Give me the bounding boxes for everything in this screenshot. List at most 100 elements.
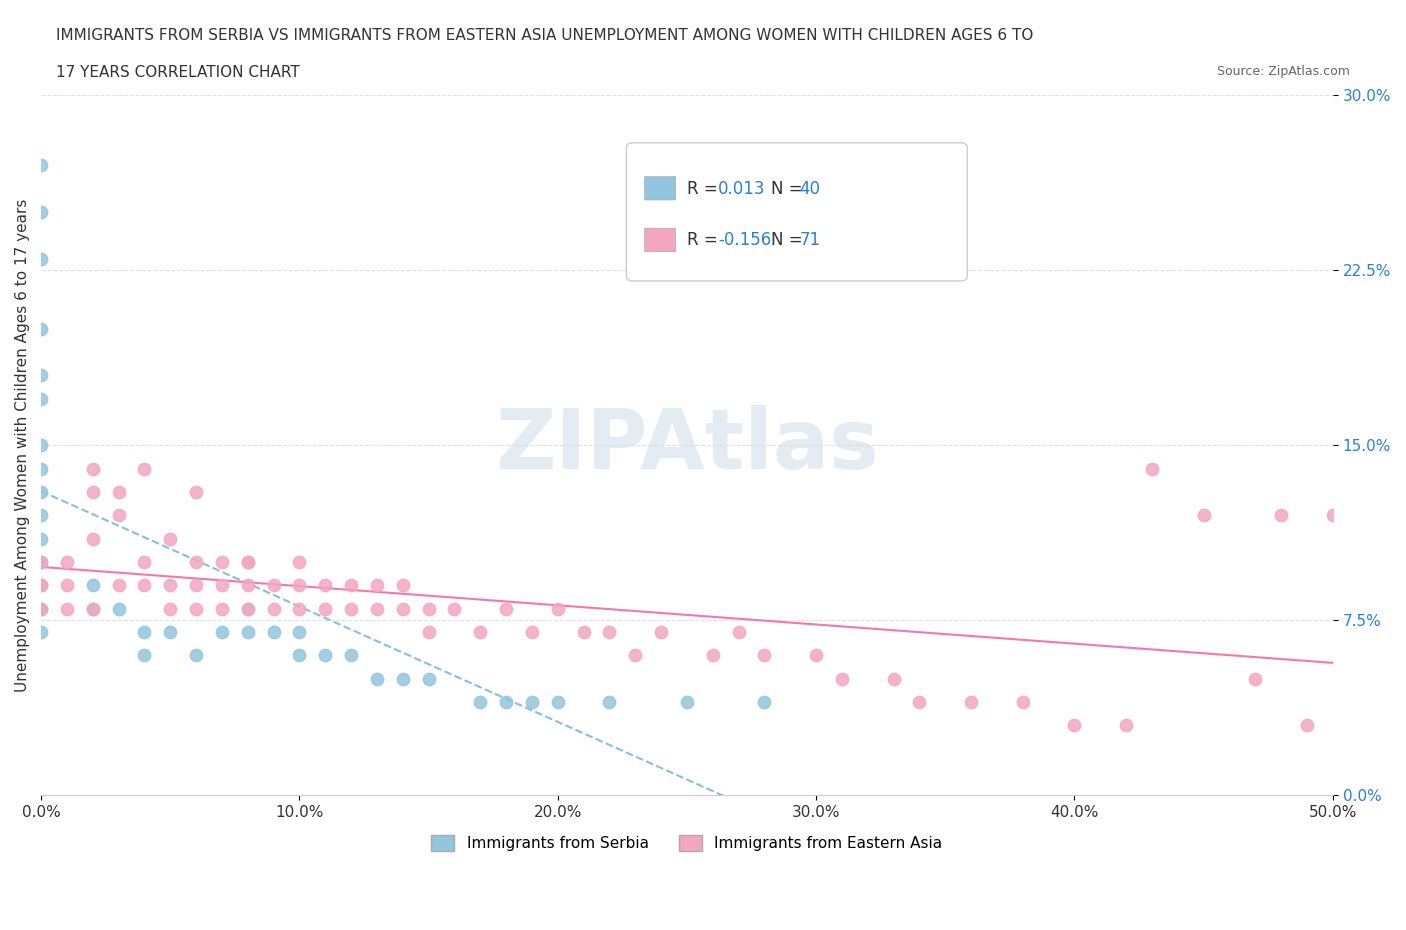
Point bbox=[107, 485, 129, 499]
Point bbox=[134, 625, 156, 640]
Text: ZIPAtlas: ZIPAtlas bbox=[495, 405, 879, 485]
Point bbox=[211, 578, 233, 592]
Point bbox=[418, 625, 440, 640]
Point bbox=[418, 671, 440, 686]
Point bbox=[547, 601, 569, 616]
Point bbox=[288, 648, 311, 663]
Point bbox=[30, 438, 52, 453]
Point bbox=[1063, 718, 1085, 733]
Point bbox=[30, 205, 52, 219]
Point bbox=[211, 601, 233, 616]
Point bbox=[314, 578, 336, 592]
Point bbox=[30, 461, 52, 476]
Point bbox=[184, 648, 207, 663]
Point bbox=[676, 695, 699, 710]
Text: IMMIGRANTS FROM SERBIA VS IMMIGRANTS FROM EASTERN ASIA UNEMPLOYMENT AMONG WOMEN : IMMIGRANTS FROM SERBIA VS IMMIGRANTS FRO… bbox=[56, 28, 1033, 43]
Point bbox=[30, 601, 52, 616]
Point bbox=[82, 601, 104, 616]
Point bbox=[184, 578, 207, 592]
Legend: Immigrants from Serbia, Immigrants from Eastern Asia: Immigrants from Serbia, Immigrants from … bbox=[426, 830, 949, 857]
Point bbox=[572, 625, 595, 640]
Point bbox=[30, 554, 52, 569]
Point bbox=[82, 485, 104, 499]
Point bbox=[82, 601, 104, 616]
Point bbox=[159, 578, 181, 592]
Y-axis label: Unemployment Among Women with Children Ages 6 to 17 years: Unemployment Among Women with Children A… bbox=[15, 199, 30, 692]
Point bbox=[831, 671, 853, 686]
Point bbox=[30, 554, 52, 569]
Text: N =: N = bbox=[772, 179, 808, 198]
Point bbox=[30, 531, 52, 546]
Point bbox=[263, 578, 285, 592]
Point bbox=[470, 625, 492, 640]
Text: Source: ZipAtlas.com: Source: ZipAtlas.com bbox=[1216, 65, 1350, 78]
Point bbox=[30, 368, 52, 383]
Point bbox=[754, 695, 776, 710]
Point bbox=[366, 601, 388, 616]
Point bbox=[288, 554, 311, 569]
Point bbox=[1115, 718, 1137, 733]
Point bbox=[134, 461, 156, 476]
Point bbox=[470, 695, 492, 710]
Point bbox=[1322, 508, 1344, 523]
Point bbox=[236, 601, 259, 616]
Point bbox=[908, 695, 931, 710]
Point bbox=[314, 601, 336, 616]
Point bbox=[520, 695, 543, 710]
Point bbox=[30, 158, 52, 173]
Text: 40: 40 bbox=[799, 179, 820, 198]
Point bbox=[82, 578, 104, 592]
Point bbox=[804, 648, 827, 663]
Text: 71: 71 bbox=[799, 232, 821, 249]
Point bbox=[340, 578, 363, 592]
Point bbox=[754, 648, 776, 663]
Point bbox=[520, 625, 543, 640]
Point bbox=[314, 648, 336, 663]
Point bbox=[1192, 508, 1215, 523]
Point bbox=[236, 578, 259, 592]
Point bbox=[236, 554, 259, 569]
Point bbox=[211, 554, 233, 569]
Text: 17 YEARS CORRELATION CHART: 17 YEARS CORRELATION CHART bbox=[56, 65, 299, 80]
Point bbox=[30, 601, 52, 616]
Point bbox=[134, 578, 156, 592]
Point bbox=[211, 625, 233, 640]
Point bbox=[495, 695, 517, 710]
Point bbox=[263, 625, 285, 640]
Point bbox=[727, 625, 749, 640]
Point bbox=[288, 625, 311, 640]
Point bbox=[1296, 718, 1319, 733]
Point bbox=[30, 485, 52, 499]
Point bbox=[30, 578, 52, 592]
Point bbox=[134, 648, 156, 663]
Point bbox=[236, 625, 259, 640]
Point bbox=[159, 531, 181, 546]
Point bbox=[82, 461, 104, 476]
Point bbox=[236, 554, 259, 569]
Point bbox=[624, 648, 647, 663]
Point bbox=[56, 554, 79, 569]
Point bbox=[883, 671, 905, 686]
Point bbox=[107, 578, 129, 592]
Point bbox=[1011, 695, 1033, 710]
Point bbox=[30, 578, 52, 592]
Point bbox=[495, 601, 517, 616]
Point bbox=[340, 648, 363, 663]
Point bbox=[184, 601, 207, 616]
Point bbox=[960, 695, 983, 710]
Point bbox=[443, 601, 465, 616]
Text: -0.156: -0.156 bbox=[717, 232, 770, 249]
Point bbox=[366, 578, 388, 592]
Text: R =: R = bbox=[688, 232, 723, 249]
Point bbox=[56, 601, 79, 616]
Point bbox=[702, 648, 724, 663]
Text: R =: R = bbox=[688, 179, 723, 198]
Point bbox=[547, 695, 569, 710]
Point bbox=[391, 601, 413, 616]
Point bbox=[391, 578, 413, 592]
Text: N =: N = bbox=[772, 232, 808, 249]
Point bbox=[30, 321, 52, 336]
Point bbox=[30, 625, 52, 640]
Point bbox=[159, 601, 181, 616]
Point bbox=[134, 554, 156, 569]
